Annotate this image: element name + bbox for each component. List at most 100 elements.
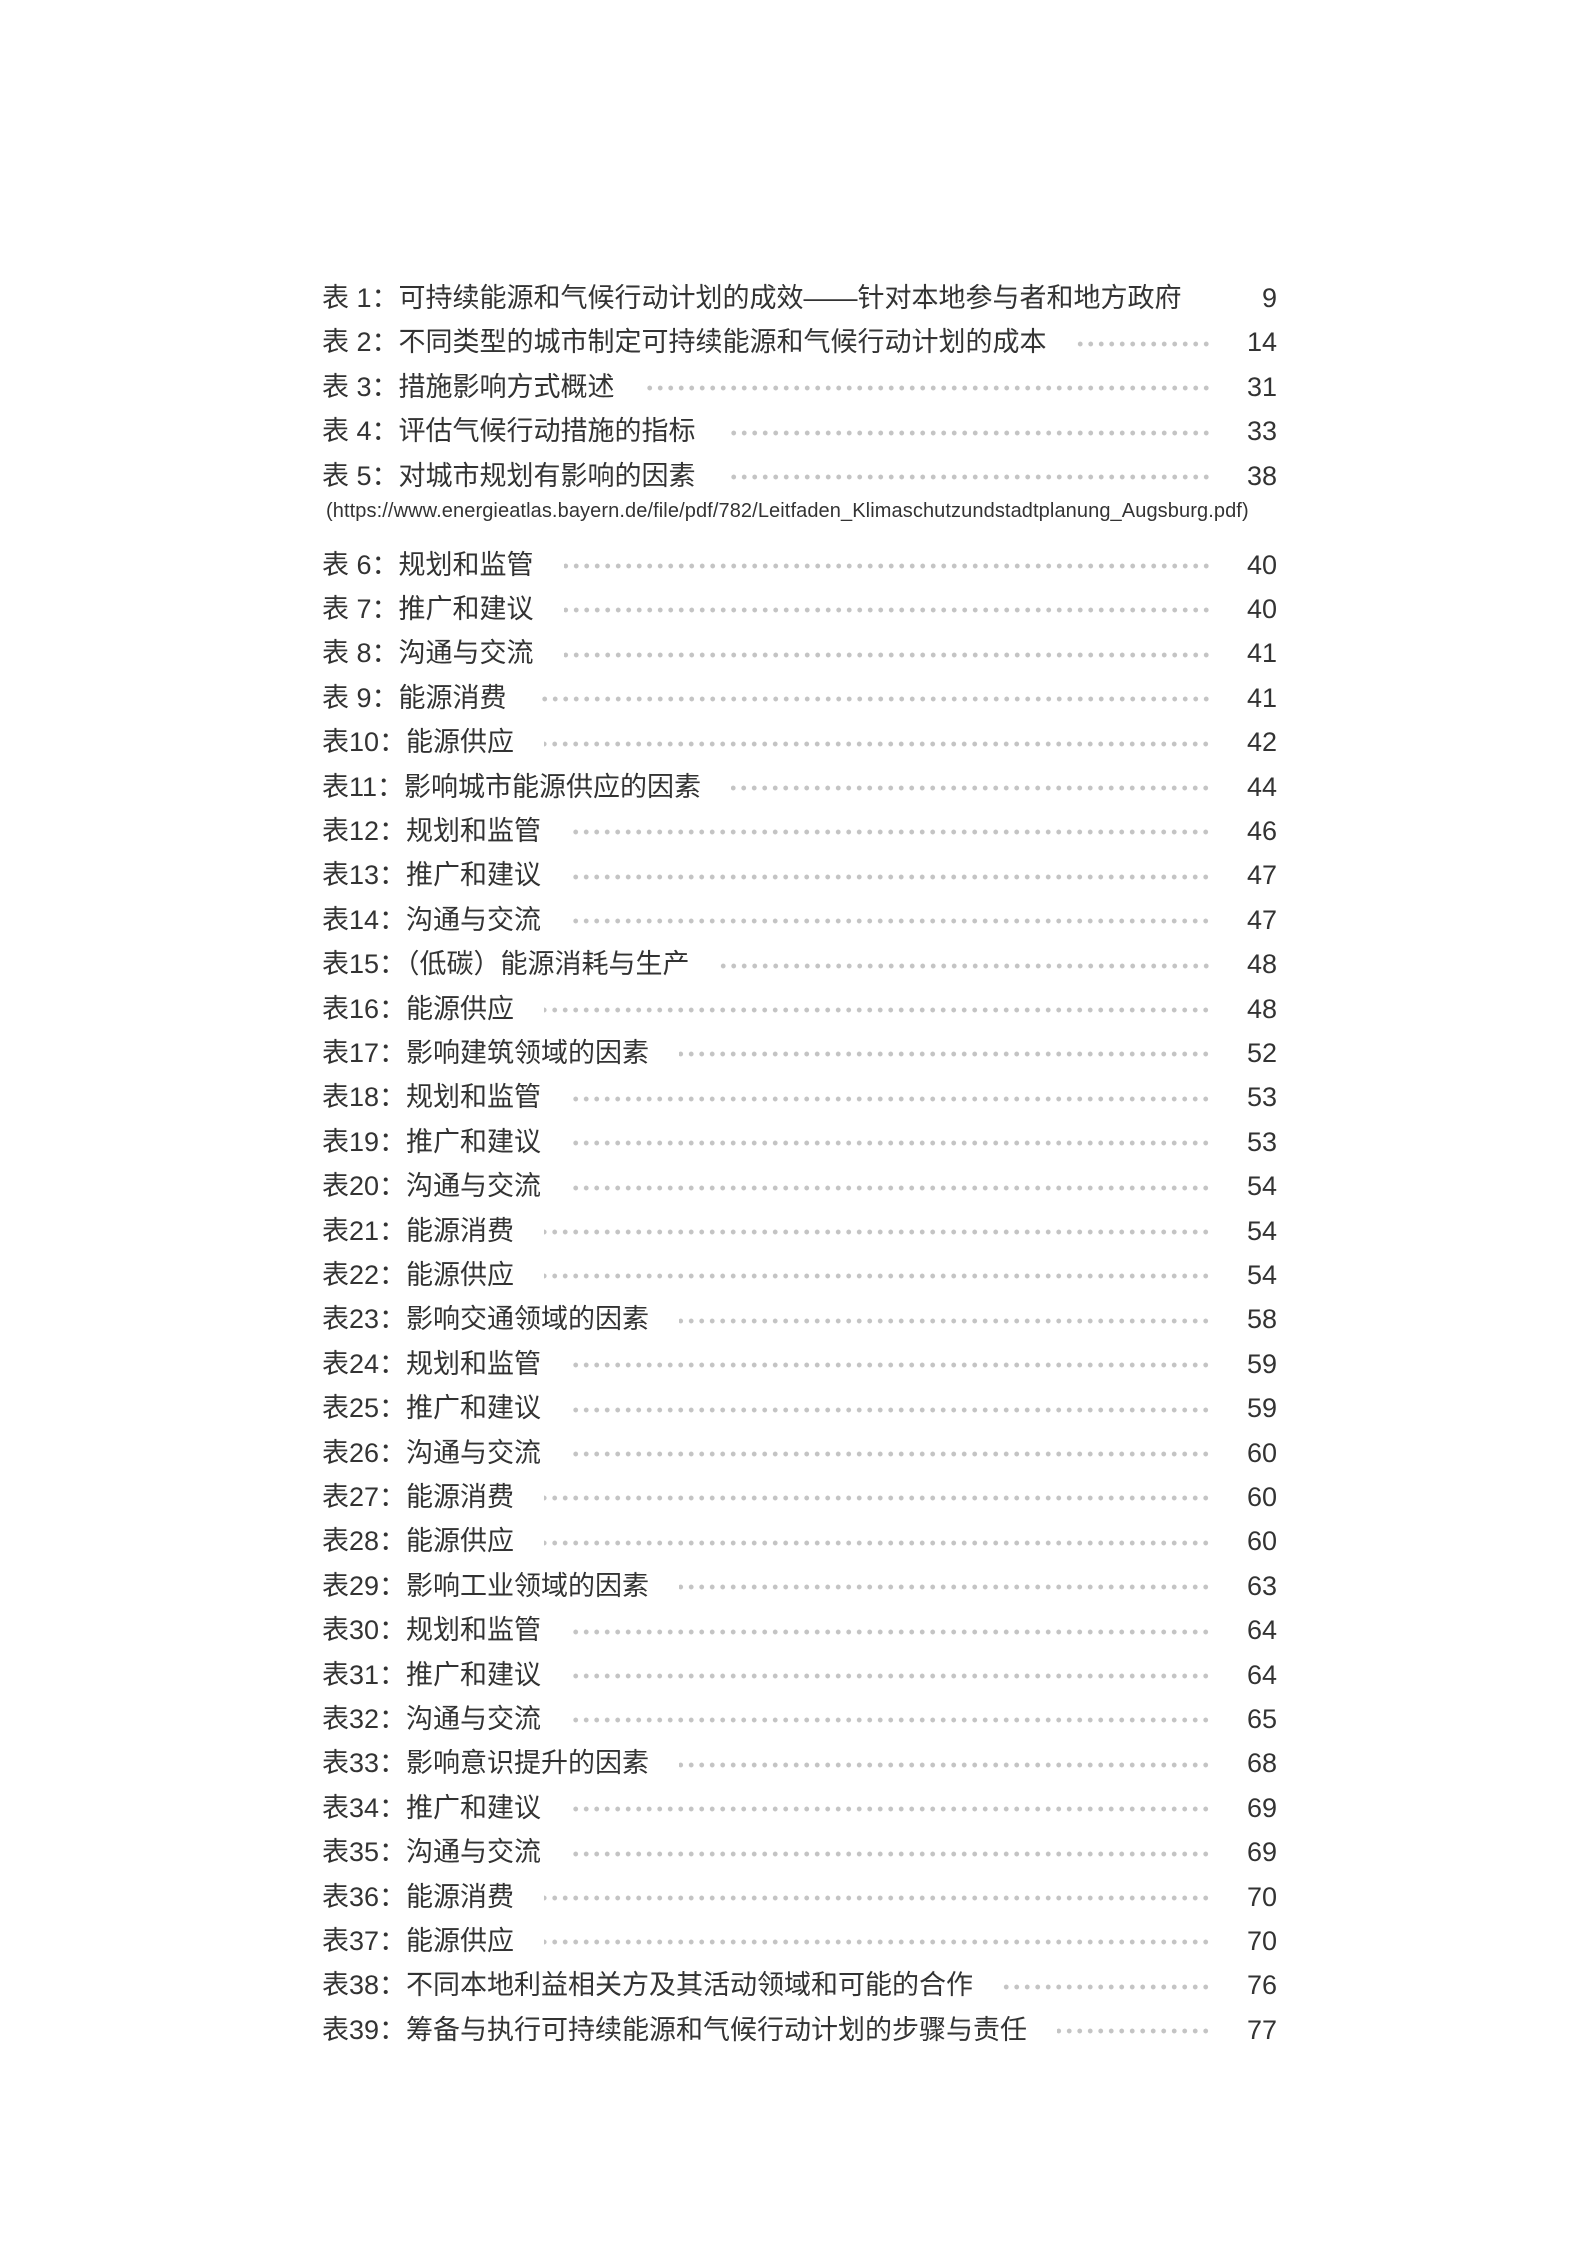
toc-entry-label: 表30：规划和监管 bbox=[322, 1615, 542, 1646]
toc-entry-page: 59 bbox=[1246, 1348, 1277, 1379]
toc-entry[interactable]: 表14：沟通与交流 47 bbox=[322, 897, 1277, 937]
toc-entry-page: 40 bbox=[1246, 549, 1277, 580]
toc-entry[interactable]: 表26：沟通与交流 60 bbox=[322, 1430, 1277, 1470]
toc-entry[interactable]: 表35：沟通与交流 69 bbox=[322, 1830, 1277, 1870]
toc-entry-label: 表 2：不同类型的城市制定可持续能源和气候行动计划的成本 bbox=[322, 327, 1047, 357]
toc-entry[interactable]: 表 1：可持续能源和气候行动计划的成效——针对本地参与者和地方政府 9 bbox=[322, 275, 1277, 315]
toc-entry-label: 表29：影响工业领域的因素 bbox=[322, 1570, 650, 1601]
toc-entry[interactable]: 表 9：能源消费 41 bbox=[322, 675, 1277, 715]
dot-leader bbox=[679, 1761, 1211, 1768]
dot-leader bbox=[571, 918, 1211, 925]
toc-entry[interactable]: 表10：能源供应 42 bbox=[322, 720, 1277, 760]
toc-entry-label: 表26：沟通与交流 bbox=[322, 1437, 542, 1468]
toc-entry-page: 53 bbox=[1246, 1082, 1277, 1113]
toc-entry[interactable]: 表37：能源供应 70 bbox=[322, 1918, 1277, 1958]
toc-entry[interactable]: 表12：规划和监管 46 bbox=[322, 808, 1277, 848]
toc-entry-page: 9 bbox=[1261, 282, 1277, 313]
toc-entry-label: 表10：能源供应 bbox=[322, 727, 515, 758]
dot-leader bbox=[544, 1273, 1211, 1280]
toc-entry[interactable]: 表 2：不同类型的城市制定可持续能源和气候行动计划的成本 14 bbox=[322, 320, 1277, 360]
toc-entry[interactable]: 表 5：对城市规划有影响的因素 38 bbox=[322, 453, 1277, 493]
toc-entry-page: 70 bbox=[1246, 1925, 1277, 1956]
toc-entry[interactable]: 表29：影响工业领域的因素 63 bbox=[322, 1563, 1277, 1603]
toc-entry[interactable]: 表15：（低碳）能源消耗与生产 48 bbox=[322, 942, 1277, 982]
toc-entry-label: 表15：（低碳）能源消耗与生产 bbox=[322, 949, 690, 980]
dot-leader bbox=[544, 1939, 1211, 1946]
toc-entry[interactable]: 表13：推广和建议 47 bbox=[322, 853, 1277, 893]
toc-entry[interactable]: 表 8：沟通与交流 41 bbox=[322, 631, 1277, 671]
toc-entry[interactable]: 表33：影响意识提升的因素 68 bbox=[322, 1741, 1277, 1781]
toc-entry-page: 65 bbox=[1246, 1703, 1277, 1734]
toc-entry-label: 表 9：能源消费 bbox=[322, 682, 507, 713]
toc-entry-page: 58 bbox=[1246, 1304, 1277, 1335]
toc-entry-label: 表34：推广和建议 bbox=[322, 1792, 542, 1823]
toc-entry[interactable]: 表 7：推广和建议 40 bbox=[322, 586, 1277, 626]
toc-entry-page: 38 bbox=[1246, 460, 1277, 491]
toc-entry-page: 70 bbox=[1246, 1881, 1277, 1912]
toc-entry-page: 64 bbox=[1246, 1659, 1277, 1690]
toc-entry[interactable]: 表 4：评估气候行动措施的指标 33 bbox=[322, 409, 1277, 449]
dot-leader bbox=[571, 1717, 1211, 1724]
toc-entry[interactable]: 表30：规划和监管 64 bbox=[322, 1608, 1277, 1648]
toc-entry-label: 表19：推广和建议 bbox=[322, 1126, 542, 1157]
toc-entry[interactable]: 表 3：措施影响方式概述 31 bbox=[322, 364, 1277, 404]
toc-entry-page: 40 bbox=[1246, 593, 1277, 624]
toc-entry-label: 表31：推广和建议 bbox=[322, 1659, 542, 1690]
toc-entry[interactable]: 表39：筹备与执行可持续能源和气候行动计划的步骤与责任 77 bbox=[322, 2007, 1277, 2047]
toc-entry[interactable]: 表11：影响城市能源供应的因素 44 bbox=[322, 764, 1277, 804]
toc-entry-page: 54 bbox=[1246, 1215, 1277, 1246]
toc-entry[interactable]: 表31：推广和建议 64 bbox=[322, 1652, 1277, 1692]
dot-leader bbox=[544, 1539, 1211, 1546]
toc-entry-label: 表20：沟通与交流 bbox=[322, 1171, 542, 1202]
toc-entry[interactable]: 表22：能源供应 54 bbox=[322, 1252, 1277, 1292]
dot-leader bbox=[571, 1451, 1211, 1457]
dot-leader bbox=[1076, 340, 1211, 347]
dot-leader bbox=[571, 1673, 1211, 1679]
toc-entry[interactable]: 表36：能源消费 70 bbox=[322, 1874, 1277, 1914]
toc-entry-page: 33 bbox=[1246, 416, 1277, 446]
toc-entry-page: 68 bbox=[1246, 1748, 1277, 1779]
toc-entry-label: 表37：能源供应 bbox=[322, 1925, 515, 1956]
toc-entry-page: 60 bbox=[1246, 1437, 1277, 1468]
toc-entry-page: 63 bbox=[1246, 1570, 1277, 1601]
dot-leader bbox=[536, 696, 1211, 703]
toc-entry[interactable]: 表24：规划和监管 59 bbox=[322, 1341, 1277, 1381]
toc-entry[interactable]: 表18：规划和监管 53 bbox=[322, 1075, 1277, 1115]
toc-entry[interactable]: 表27：能源消费 60 bbox=[322, 1474, 1277, 1514]
toc-entry[interactable]: 表17：影响建筑领域的因素 52 bbox=[322, 1030, 1277, 1070]
dot-leader bbox=[679, 1317, 1211, 1324]
toc-entry[interactable]: 表20：沟通与交流 54 bbox=[322, 1164, 1277, 1204]
toc-entry-page: 54 bbox=[1246, 1259, 1277, 1290]
toc-entry-label: 表 7：推广和建议 bbox=[322, 593, 534, 624]
toc-entry[interactable]: 表 6：规划和监管 40 bbox=[322, 542, 1277, 582]
dot-leader bbox=[571, 1806, 1211, 1813]
toc-entry[interactable]: 表21：能源消费 54 bbox=[322, 1208, 1277, 1248]
dot-leader bbox=[571, 1140, 1211, 1147]
toc-entry-page: 54 bbox=[1246, 1171, 1277, 1202]
dot-leader bbox=[571, 1628, 1211, 1635]
toc-entry-page: 69 bbox=[1246, 1837, 1277, 1868]
toc-entry-label: 表 3：措施影响方式概述 bbox=[322, 371, 615, 402]
toc-entry-page: 14 bbox=[1246, 327, 1277, 357]
dot-leader bbox=[571, 1406, 1211, 1413]
toc-entry-page: 77 bbox=[1246, 2014, 1277, 2045]
toc-entry[interactable]: 表19：推广和建议 53 bbox=[322, 1119, 1277, 1159]
toc-entry[interactable]: 表25：推广和建议 59 bbox=[322, 1386, 1277, 1426]
source-url[interactable]: (https://www.energieatlas.bayern.de/file… bbox=[326, 500, 1249, 522]
toc-entry-label: 表35：沟通与交流 bbox=[322, 1837, 542, 1868]
dot-leader bbox=[571, 873, 1211, 880]
toc-entry-label: 表18：规划和监管 bbox=[322, 1082, 542, 1113]
dot-leader bbox=[563, 651, 1211, 658]
toc-entry[interactable]: 表32：沟通与交流 65 bbox=[322, 1696, 1277, 1736]
toc-entry-page: 69 bbox=[1246, 1792, 1277, 1823]
toc-entry-page: 47 bbox=[1246, 904, 1277, 935]
toc-entry-label: 表36：能源消费 bbox=[322, 1881, 515, 1912]
toc-entry[interactable]: 表28：能源供应 60 bbox=[322, 1519, 1277, 1559]
dot-leader bbox=[725, 474, 1211, 480]
dot-leader bbox=[544, 1495, 1211, 1502]
toc-entry[interactable]: 表16：能源供应 48 bbox=[322, 986, 1277, 1026]
toc-entry[interactable]: 表38：不同本地利益相关方及其活动领域和可能的合作 76 bbox=[322, 1963, 1277, 2003]
toc-entry[interactable]: 表34：推广和建议 69 bbox=[322, 1785, 1277, 1825]
toc-entry[interactable]: 表23：影响交通领域的因素 58 bbox=[322, 1297, 1277, 1337]
toc-entry-label: 表 8：沟通与交流 bbox=[322, 638, 534, 669]
